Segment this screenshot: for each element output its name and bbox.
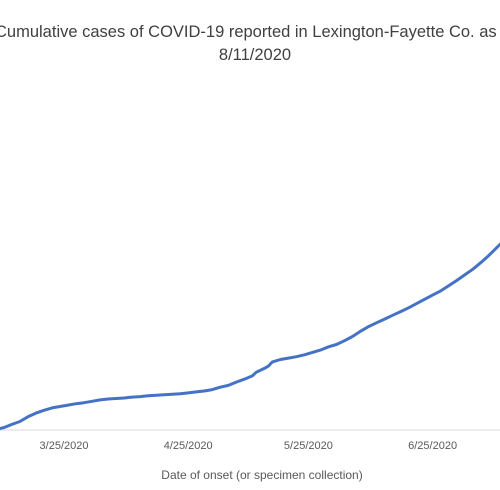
x-tick-label: 3/25/2020 xyxy=(40,440,89,452)
chart-title-line-1: Cumulative cases of COVID-19 reported in… xyxy=(0,23,500,41)
x-tick-label: 5/25/2020 xyxy=(284,440,333,452)
x-tick-label: 6/25/2020 xyxy=(408,440,457,452)
chart-title-line-2: 8/11/2020 xyxy=(219,46,291,64)
x-tick-label: 4/25/2020 xyxy=(164,440,213,452)
cumulative-cases-line xyxy=(0,242,500,431)
x-axis-title: Date of onset (or specimen collection) xyxy=(161,468,362,482)
x-tick-labels: 3/25/2020 4/25/2020 5/25/2020 6/25/2020 xyxy=(40,440,458,452)
